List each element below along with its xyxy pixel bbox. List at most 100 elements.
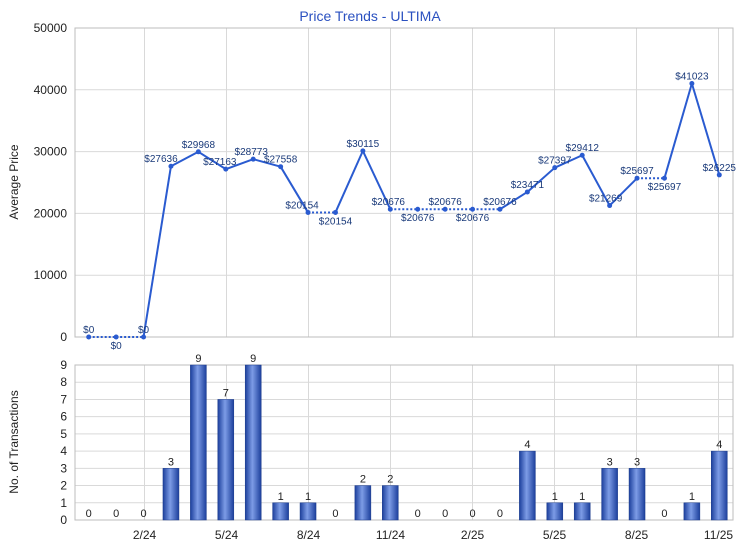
bar-value-label: 1 — [689, 491, 695, 503]
price-point — [195, 149, 201, 155]
price-point — [360, 148, 366, 154]
price-point — [524, 189, 530, 195]
bar-value-label: 0 — [661, 508, 667, 520]
x-tick-label: 8/24 — [297, 528, 321, 542]
y-tick-label: 3 — [60, 461, 67, 475]
price-line-segment — [279, 166, 309, 213]
transaction-bar — [272, 502, 289, 521]
price-axis-label: Average Price — [7, 144, 21, 219]
chart-title: Price Trends - ULTIMA — [299, 8, 441, 24]
price-point — [168, 163, 174, 169]
x-tick-label: 11/25 — [704, 528, 733, 542]
price-data-label: $25697 — [648, 182, 682, 193]
transactions-axis-label: No. of Transactions — [7, 390, 21, 493]
price-line-segment — [197, 150, 227, 170]
x-tick-label: 2/25 — [461, 528, 485, 542]
price-line-segment — [142, 166, 172, 338]
bar-value-label: 0 — [415, 508, 421, 520]
price-data-label: $23471 — [511, 180, 545, 191]
bar-value-label: 0 — [86, 508, 92, 520]
transaction-bar — [382, 485, 399, 521]
price-point — [86, 334, 92, 340]
x-tick-label: 8/25 — [625, 528, 649, 542]
price-data-label: $27636 — [144, 154, 178, 165]
y-tick-label: 0 — [60, 330, 67, 344]
price-data-label: $41023 — [675, 71, 709, 82]
price-point — [552, 165, 558, 171]
bar-value-label: 9 — [195, 353, 201, 365]
bar-value-label: 4 — [524, 439, 530, 451]
price-point — [415, 206, 421, 212]
bar-value-label: 1 — [579, 491, 585, 503]
price-data-label: $27163 — [203, 157, 237, 168]
y-tick-label: 50000 — [34, 21, 68, 35]
plot-border — [74, 27, 734, 338]
transaction-bar — [190, 364, 207, 521]
price-data-label: $26225 — [703, 163, 737, 174]
bar-value-label: 0 — [113, 508, 119, 520]
price-point — [579, 152, 585, 158]
bar-value-label: 3 — [607, 456, 613, 468]
price-line-segment — [581, 154, 611, 207]
y-tick-label: 8 — [60, 375, 67, 389]
price-plot: 0 10000 20000 30000 40000 50000 $0 $0 $0 $27636 $2… — [34, 21, 737, 352]
y-tick-label: 0 — [60, 513, 67, 527]
bar-value-label: 3 — [168, 456, 174, 468]
transaction-bar — [217, 399, 235, 521]
transaction-bar — [354, 485, 372, 521]
price-line-segment — [361, 150, 392, 210]
bar-value-label: 1 — [552, 491, 558, 503]
bar-value-label: 0 — [332, 508, 338, 520]
price-point — [497, 206, 503, 212]
price-data-label: $20154 — [285, 200, 319, 211]
price-point — [278, 164, 284, 170]
price-data-label: $27558 — [264, 155, 298, 166]
price-point — [113, 334, 119, 340]
price-data-label: $30115 — [347, 139, 380, 150]
price-line-segment — [334, 150, 364, 213]
price-data-label: $0 — [138, 325, 150, 336]
transaction-bar — [244, 364, 262, 521]
price-point — [661, 175, 667, 181]
bar-value-label: 7 — [223, 387, 229, 399]
price-data-label: $0 — [83, 325, 95, 336]
transaction-bar — [711, 450, 728, 521]
bar-value-label: 0 — [469, 508, 475, 520]
price-data-label: $20676 — [428, 197, 462, 208]
x-tick-label: 5/24 — [215, 528, 239, 542]
bar-value-label: 0 — [497, 508, 503, 520]
x-tick-label: 5/25 — [543, 528, 567, 542]
bar-value-label: 0 — [140, 508, 146, 520]
y-tick-label: 40000 — [34, 83, 68, 97]
price-line-segment — [499, 191, 528, 211]
y-tick-label: 7 — [60, 392, 67, 406]
y-tick-label: 4 — [60, 444, 67, 458]
bar-value-label: 1 — [278, 491, 284, 503]
transaction-bar — [628, 468, 646, 521]
bar-value-label: 0 — [442, 508, 448, 520]
y-tick-label: 10000 — [34, 268, 68, 282]
bar-value-label: 3 — [634, 456, 640, 468]
price-point — [634, 175, 640, 181]
price-point — [470, 206, 476, 212]
transaction-bar — [299, 502, 317, 521]
price-point — [689, 80, 695, 86]
plot-border — [74, 364, 734, 521]
price-data-label: $20676 — [483, 197, 517, 208]
y-tick-label: 1 — [60, 496, 67, 510]
price-data-label: $21269 — [589, 194, 623, 205]
price-data-label: $20676 — [401, 213, 435, 224]
price-line-segment — [225, 158, 254, 171]
transaction-bar — [519, 450, 536, 521]
y-tick-label: 2 — [60, 479, 67, 493]
price-point — [716, 172, 722, 178]
price-data-label: $29412 — [566, 143, 600, 154]
y-tick-label: 5 — [60, 427, 67, 441]
price-data-label: $20676 — [456, 213, 490, 224]
price-line-segment — [554, 154, 583, 169]
bar-value-label: 4 — [716, 439, 722, 451]
price-point — [442, 206, 448, 212]
bar-value-label: 1 — [305, 491, 311, 503]
